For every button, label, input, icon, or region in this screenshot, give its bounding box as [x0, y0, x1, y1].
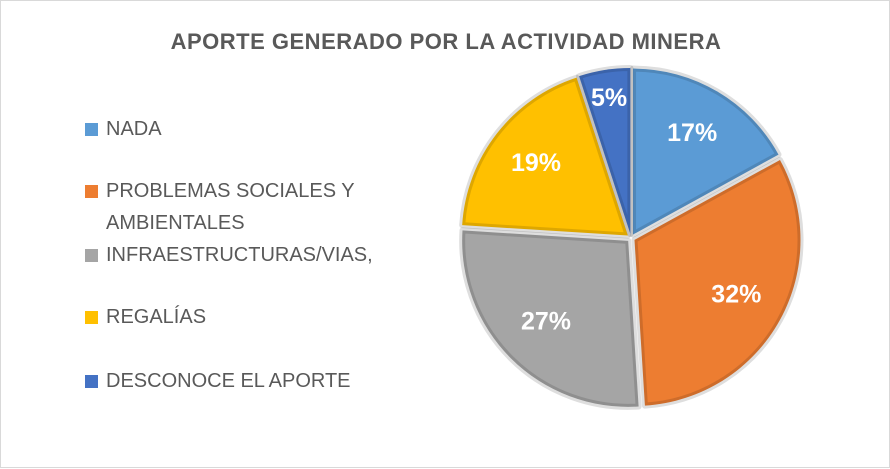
legend-item: INFRAESTRUCTURAS/VIAS, — [85, 239, 405, 271]
legend-swatch — [85, 123, 98, 136]
pie-slice — [630, 65, 782, 238]
legend-label: PROBLEMAS SOCIALES Y AMBIENTALES — [106, 180, 355, 234]
legend-label: INFRAESTRUCTURAS/VIAS, — [106, 244, 373, 266]
legend-item: DESCONOCE EL APORTE — [85, 365, 405, 397]
data-label: 32% — [711, 281, 761, 309]
legend-swatch — [85, 249, 98, 262]
legend-swatch — [85, 375, 98, 388]
legend-label: NADA — [106, 118, 162, 140]
data-label: 19% — [511, 149, 561, 177]
pie-slice — [631, 156, 804, 409]
chart-title: APORTE GENERADO POR LA ACTIVIDAD MINERA — [170, 29, 722, 54]
pie-slice — [459, 227, 642, 410]
data-label: 17% — [667, 119, 717, 147]
legend-swatch — [85, 185, 98, 198]
legend-item: PROBLEMAS SOCIALES Y AMBIENTALES — [85, 175, 405, 239]
legend-swatch — [85, 311, 98, 324]
pie-slice — [459, 74, 631, 239]
data-label: 27% — [521, 308, 571, 336]
pie-slice — [576, 65, 634, 238]
data-label: 5% — [591, 84, 627, 112]
legend-item: NADA — [85, 113, 405, 145]
legend-item: REGALÍAS — [85, 301, 405, 333]
legend-label: DESCONOCE EL APORTE — [106, 370, 351, 392]
legend-label: REGALÍAS — [106, 306, 207, 328]
